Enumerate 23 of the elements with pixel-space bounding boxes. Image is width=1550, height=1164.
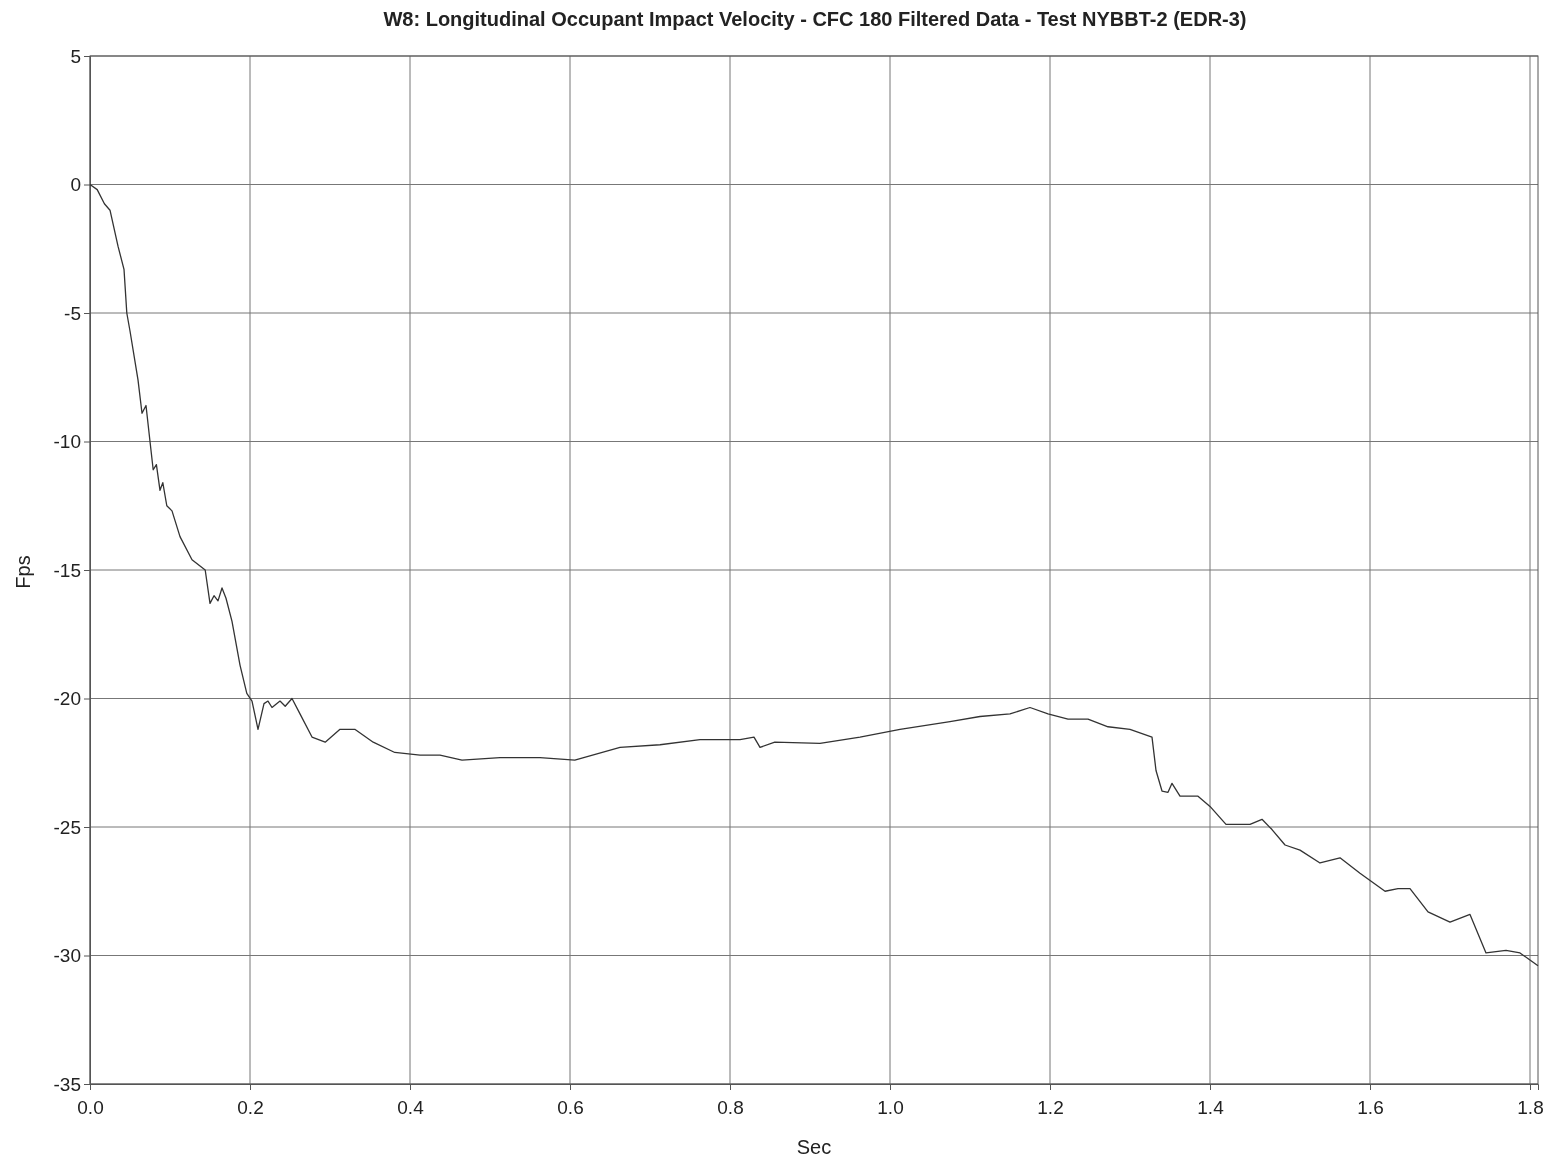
x-tick-label: 1.4 — [1197, 1096, 1225, 1118]
x-axis-title: Sec — [796, 1136, 832, 1158]
x-tick-label: 0.6 — [557, 1096, 584, 1118]
y-tick-label: 0 — [70, 174, 81, 196]
y-tick-label: -5 — [64, 302, 81, 324]
y-tick-label: -25 — [53, 816, 81, 838]
y-tick-label: -35 — [53, 1073, 81, 1095]
y-tick-label: -10 — [53, 431, 81, 453]
x-tick-label: 1.0 — [877, 1096, 904, 1118]
y-tick-label: -20 — [53, 688, 81, 710]
x-tick-label: 1.8 — [1517, 1096, 1544, 1118]
x-tick-label: 0.2 — [237, 1096, 264, 1118]
y-tick-label: -30 — [53, 945, 81, 967]
y-tick-label: -15 — [53, 559, 81, 581]
x-tick-label: 1.6 — [1357, 1096, 1384, 1118]
x-tick-label: 0.8 — [717, 1096, 744, 1118]
line-series — [89, 183, 1539, 967]
y-axis-title: Fps — [12, 555, 34, 589]
y-tick-label: 5 — [70, 45, 81, 67]
x-tick-label: 0.4 — [397, 1096, 425, 1118]
x-tick-label: 0.0 — [77, 1096, 104, 1118]
chart-title: W8: Longitudinal Occupant Impact Velocity - CFC 180 Filtered Data - Test NYBBT-2 (EDR-3) — [383, 8, 1247, 30]
x-tick-label: 1.2 — [1037, 1096, 1064, 1118]
